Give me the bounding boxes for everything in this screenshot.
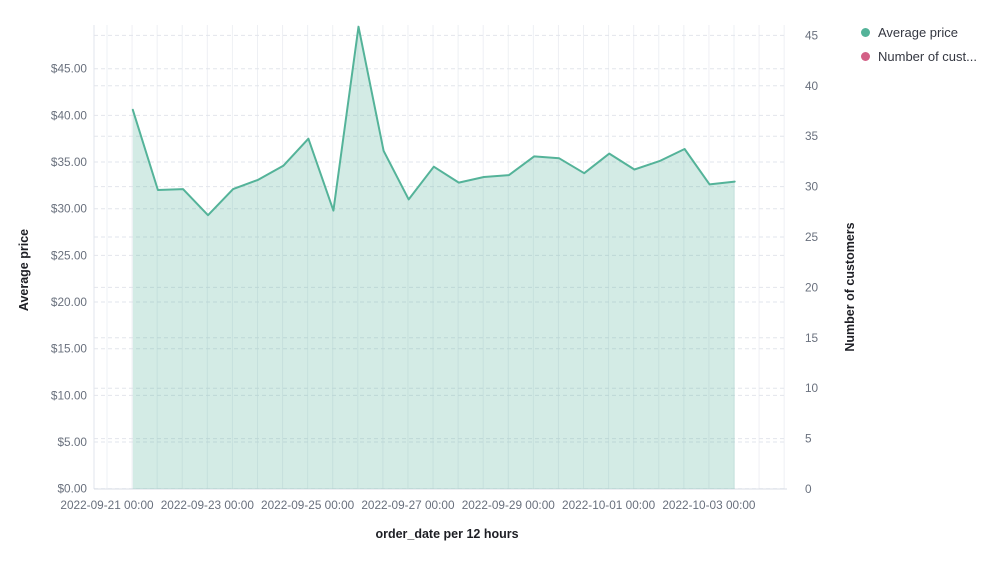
axis-lines <box>93 25 787 490</box>
series-average-price <box>131 25 736 489</box>
svg-text:2022-09-25 00:00: 2022-09-25 00:00 <box>261 498 355 512</box>
svg-text:2022-09-21 00:00: 2022-09-21 00:00 <box>60 498 154 512</box>
svg-text:2022-09-27 00:00: 2022-09-27 00:00 <box>361 498 455 512</box>
legend-item-number-of-customers[interactable]: Number of cust... <box>861 49 977 64</box>
y-axis-left-labels: $0.00 $5.00 $10.00 $15.00 $20.00 $25.00 $30.00… <box>51 62 88 496</box>
x-axis-labels: 2022-09-21 00:00 2022-09-23 00:00 2022-09-… <box>60 498 756 512</box>
svg-text:2022-09-29 00:00: 2022-09-29 00:00 <box>462 498 556 512</box>
svg-text:$30.00: $30.00 <box>51 202 88 216</box>
svg-text:35: 35 <box>805 129 819 143</box>
svg-text:2022-10-01 00:00: 2022-10-01 00:00 <box>562 498 656 512</box>
x-axis-title: order_date per 12 hours <box>375 527 519 541</box>
y-axis-left-title: Average price <box>17 228 31 312</box>
svg-text:5: 5 <box>805 432 812 446</box>
svg-text:15: 15 <box>805 331 819 345</box>
y-axis-right-title: Number of customers <box>843 222 857 352</box>
svg-text:0: 0 <box>805 482 812 496</box>
svg-text:$10.00: $10.00 <box>51 388 88 402</box>
svg-text:$45.00: $45.00 <box>51 62 88 76</box>
svg-text:2022-10-03 00:00: 2022-10-03 00:00 <box>662 498 756 512</box>
legend-label-average-price: Average price <box>878 25 958 40</box>
series-color-dot-average-price <box>861 28 870 37</box>
legend-label-number-of-customers: Number of cust... <box>878 49 977 64</box>
svg-text:40: 40 <box>805 79 819 93</box>
svg-text:$15.00: $15.00 <box>51 342 88 356</box>
vertical-gridlines <box>106 25 785 489</box>
svg-text:$20.00: $20.00 <box>51 295 88 309</box>
svg-text:$0.00: $0.00 <box>57 482 87 496</box>
svg-text:30: 30 <box>805 180 819 194</box>
y-axis-right-labels: 0 5 10 15 20 25 30 35 40 45 <box>805 28 819 496</box>
svg-text:$25.00: $25.00 <box>51 248 88 262</box>
svg-text:25: 25 <box>805 230 819 244</box>
svg-text:45: 45 <box>805 28 819 42</box>
svg-text:$40.00: $40.00 <box>51 108 88 122</box>
svg-text:2022-09-23 00:00: 2022-09-23 00:00 <box>161 498 255 512</box>
svg-text:$5.00: $5.00 <box>57 435 87 449</box>
svg-text:$35.00: $35.00 <box>51 155 88 169</box>
legend-item-average-price[interactable]: Average price <box>861 25 977 40</box>
legend: Average price Number of cust... <box>861 25 977 64</box>
series-color-dot-number-of-customers <box>861 52 870 61</box>
svg-text:20: 20 <box>805 280 819 294</box>
svg-text:10: 10 <box>805 381 819 395</box>
